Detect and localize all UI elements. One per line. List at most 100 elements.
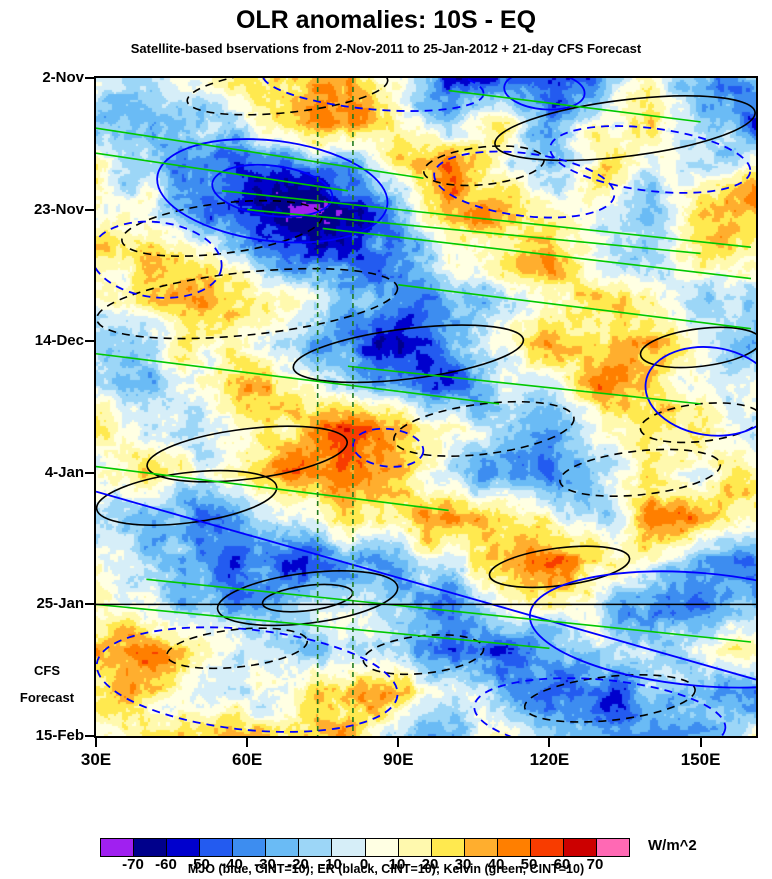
colorbar-cell — [167, 839, 201, 856]
kelvin-wave-contour — [96, 152, 349, 192]
er-wave-contour — [186, 78, 389, 116]
colorbar-cell — [101, 839, 135, 856]
x-tick-label: 120E — [529, 750, 570, 769]
colorbar-labels: -70 -60 -50 -40 -30 -20 -10 0 10 20 30 40 50 60 70 — [100, 856, 628, 873]
mjo-wave-contour — [352, 427, 425, 468]
mjo-wave-contour — [261, 78, 485, 112]
colorbar-tick-label: -30 — [254, 856, 276, 873]
mjo-wave-contour — [211, 163, 334, 218]
er-wave-contour — [639, 326, 756, 369]
er-wave-contour — [523, 674, 696, 723]
er-wave-contour — [121, 199, 323, 257]
colorbar-tick-label: -40 — [221, 856, 243, 873]
y-tick-mark — [85, 340, 94, 343]
colorbar-cell — [596, 839, 629, 856]
er-wave-contour — [362, 633, 485, 676]
mjo-wave-contour — [503, 78, 586, 111]
y-tick-label: 15-Feb — [35, 727, 84, 744]
kelvin-wave-contour — [247, 208, 701, 255]
colorbar-tick-label: 40 — [487, 856, 505, 873]
colorbar-cell — [299, 839, 333, 856]
y-tick-mark — [85, 471, 94, 474]
olr-anomaly-field — [96, 78, 756, 736]
x-tick-mark — [548, 738, 551, 747]
kelvin-wave-contour — [347, 365, 701, 405]
y-tick-label: 23-Nov — [33, 200, 84, 218]
colorbar-tick-label: 10 — [388, 856, 406, 873]
x-tick-mark — [699, 738, 702, 747]
colorbar-tick-label: 20 — [421, 856, 439, 873]
kelvin-wave-contour — [96, 465, 449, 512]
y-tick-mark — [85, 735, 94, 737]
er-wave-contour — [494, 95, 756, 162]
colorbar-tick-label: 70 — [586, 856, 604, 873]
x-tick-label: 30E — [80, 750, 112, 769]
er-wave-contour — [166, 627, 309, 670]
colorbar-cell — [398, 839, 432, 856]
colorbar — [100, 838, 630, 857]
colorbar-tick-label: -50 — [188, 856, 210, 873]
kelvin-wave-contour — [146, 578, 752, 643]
contour-legend: MJO (blue, CINT=10); ER (black, CINT=10)… — [187, 862, 585, 876]
colorbar-tick-label: -20 — [287, 856, 309, 873]
er-wave-contour — [393, 400, 575, 457]
y-tick-mark — [85, 208, 94, 211]
kelvin-wave-contour — [96, 603, 550, 650]
colorbar-tick-label: 50 — [520, 856, 538, 873]
er-wave-contour — [216, 570, 399, 627]
y-tick-label: 4-Jan — [44, 463, 84, 481]
mjo-wave-contour — [528, 570, 756, 689]
y-tick-label: 25-Jan — [36, 595, 84, 613]
er-wave-contour — [422, 145, 545, 187]
x-tick-mark — [95, 738, 97, 747]
y-tick-label: 14-Dec — [34, 332, 84, 350]
colorbar-tick-label: -10 — [320, 856, 342, 873]
colorbar-tick-label: 60 — [553, 856, 571, 873]
mjo-wave-contour — [473, 677, 727, 736]
y-tick-mark — [85, 77, 94, 79]
x-tick-label: 60E — [232, 750, 263, 769]
x-tick-mark — [246, 738, 249, 747]
colorbar-cell — [563, 839, 597, 856]
x-tick-mark — [397, 738, 400, 747]
wave-contour-overlay — [96, 78, 756, 736]
mjo-wave-contour — [433, 150, 616, 219]
er-wave-contour — [292, 324, 525, 384]
er-wave-contour — [146, 425, 349, 483]
er-wave-contour — [261, 583, 354, 613]
mjo-wave-contour — [549, 125, 752, 194]
kelvin-wave-contour — [96, 127, 424, 180]
y-tick-label: 2-Nov — [42, 69, 84, 86]
cfs-forecast-label-line2: Forecast — [19, 690, 75, 705]
colorbar-cell — [497, 839, 531, 856]
kelvin-wave-contour — [96, 352, 500, 405]
kelvin-wave-contour — [322, 227, 752, 280]
colorbar-tick-label: 0 — [359, 856, 369, 873]
er-wave-contour — [559, 448, 722, 497]
colorbar-unit-label: W/m^2 — [648, 837, 697, 854]
er-wave-contour — [96, 267, 399, 340]
er-wave-contour — [96, 469, 278, 526]
x-tick-label: 90E — [383, 750, 414, 769]
colorbar-cell — [464, 839, 498, 856]
colorbar-cell — [233, 839, 267, 856]
mjo-wave-contour — [644, 346, 756, 437]
er-wave-contour — [639, 402, 756, 444]
colorbar-cell — [134, 839, 168, 856]
plot-area — [94, 76, 758, 738]
colorbar-tick-label: 30 — [454, 856, 472, 873]
kelvin-wave-contour — [448, 89, 701, 123]
colorbar-cell — [332, 839, 366, 856]
colorbar-cell — [266, 839, 300, 856]
y-tick-mark — [85, 603, 94, 606]
colorbar-tick-label: -60 — [155, 856, 177, 873]
mjo-wave-contour — [96, 220, 223, 299]
kelvin-wave-contour — [398, 284, 752, 330]
colorbar-tick-label: -70 — [122, 856, 144, 873]
colorbar-cell — [365, 839, 399, 856]
mjo-wave-contour — [96, 626, 399, 733]
cfs-forecast-label-line1: CFS — [34, 663, 60, 678]
page-title: OLR anomalies: 10S - EQ — [235, 6, 537, 34]
colorbar-cell — [200, 839, 234, 856]
